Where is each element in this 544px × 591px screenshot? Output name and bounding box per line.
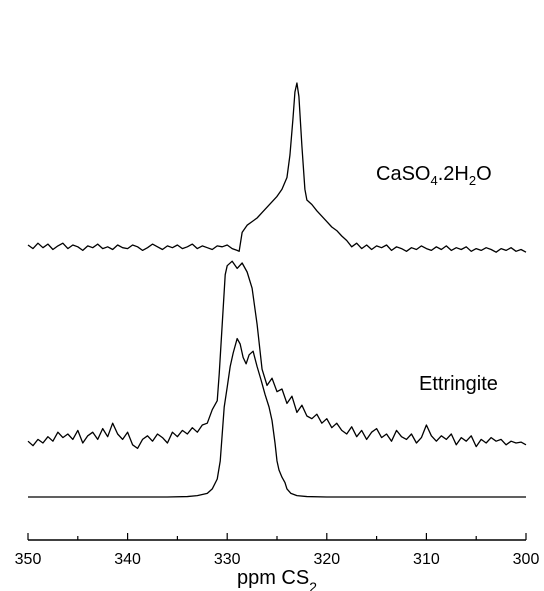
trace-caso4-2h2o [27, 82, 527, 253]
x-axis-title-main: ppm CS [237, 567, 309, 589]
x-tick-label-330: 330 [214, 551, 241, 568]
series-label-part: 2 [469, 173, 476, 188]
spectrum-traces [27, 82, 527, 498]
series-label-ettringite: Ettringite [419, 373, 498, 395]
x-tick-label-340: 340 [114, 551, 141, 568]
x-axis-ticks: 350 340 330 320 310 300 [15, 533, 540, 568]
series-label-caso4-2h2o: CaSO4.2H2O [376, 163, 492, 188]
x-tick-label-350: 350 [15, 551, 42, 568]
series-labels: CaSO4.2H2O Ettringite [376, 163, 498, 395]
x-tick-label-320: 320 [313, 551, 340, 568]
trace-series-3 [28, 337, 526, 498]
trace-ettringite [27, 260, 527, 450]
x-tick-label-300: 300 [513, 551, 540, 568]
series-label-part: 4 [430, 173, 437, 188]
x-axis-title: ppm CS2 [237, 567, 317, 591]
series-label-part: .2H [438, 163, 469, 185]
x-axis-title-sub: 2 [309, 579, 317, 591]
series-label-part: CaSO [376, 163, 430, 185]
x-tick-label-310: 310 [413, 551, 440, 568]
series-label-part: Ettringite [419, 373, 498, 395]
series-label-part: O [476, 163, 492, 185]
